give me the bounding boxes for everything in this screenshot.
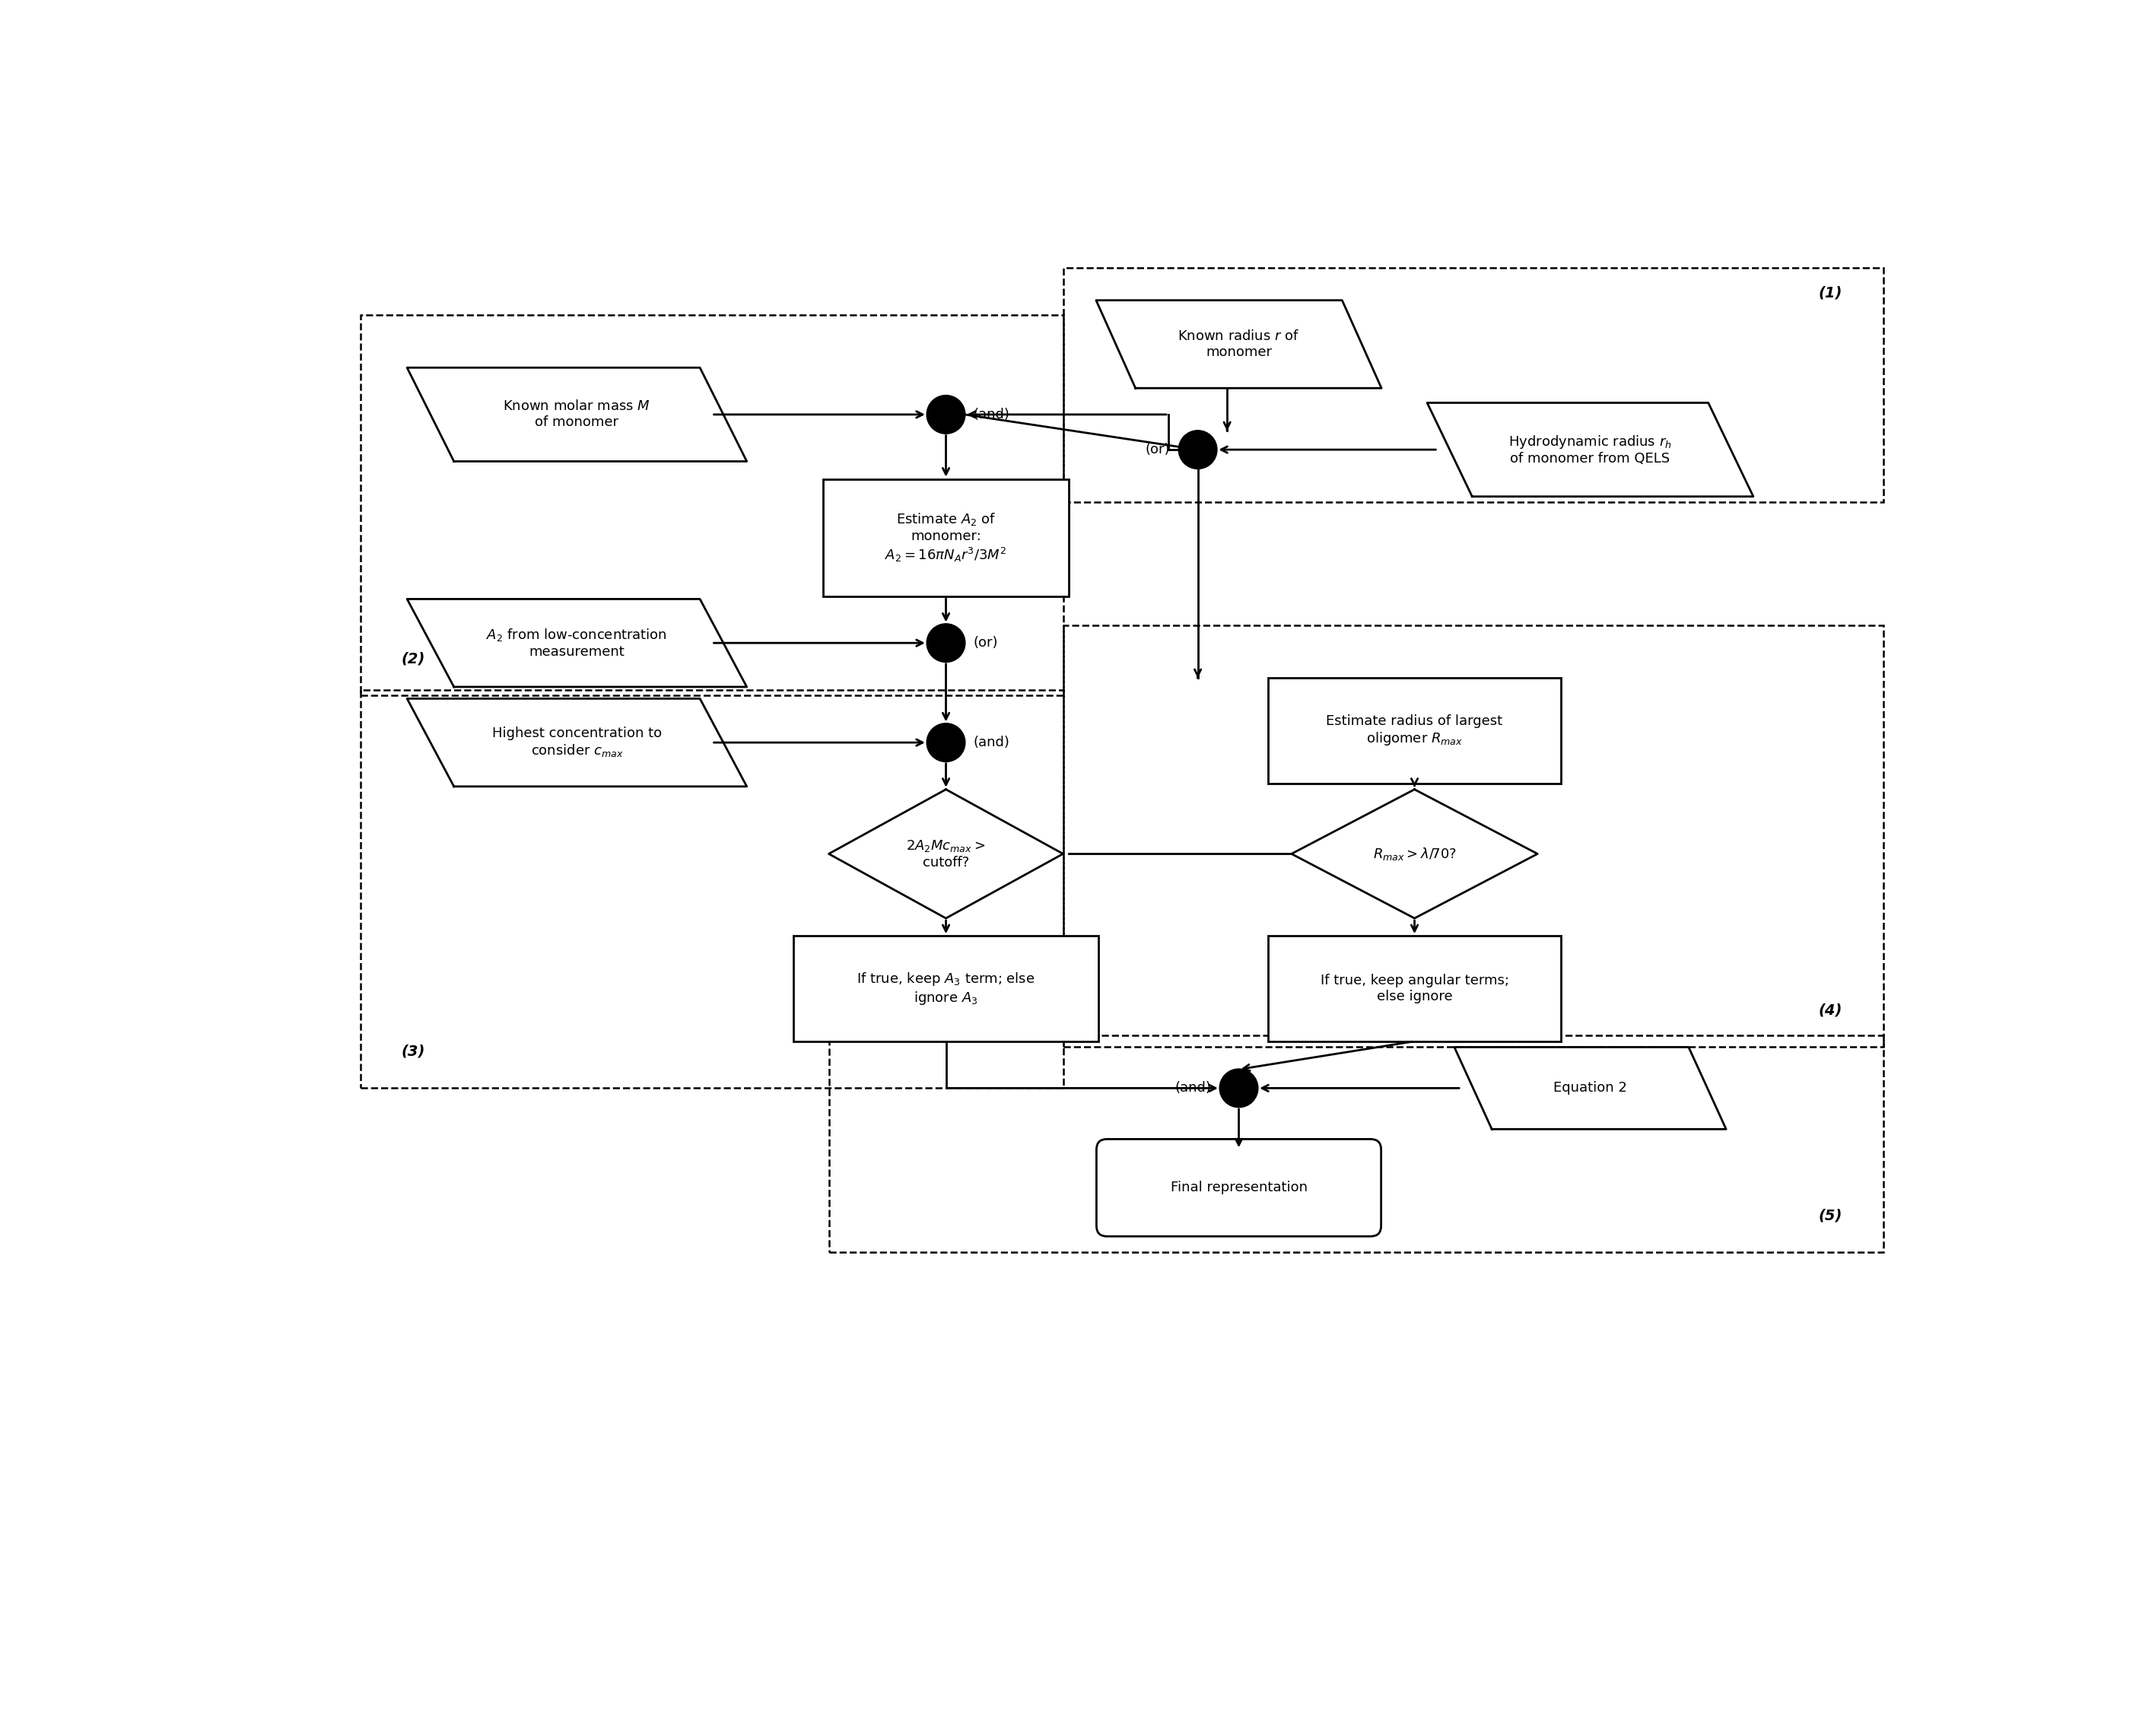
Polygon shape <box>1427 403 1754 496</box>
Bar <box>1269 679 1561 783</box>
Text: If true, keep angular terms;
else ignore: If true, keep angular terms; else ignore <box>1320 974 1508 1003</box>
Circle shape <box>927 396 965 434</box>
Text: $2A_2Mc_{max}>$
cutoff?: $2A_2Mc_{max}>$ cutoff? <box>906 838 985 870</box>
Polygon shape <box>1455 1047 1726 1128</box>
Text: Equation 2: Equation 2 <box>1553 1082 1628 1095</box>
Text: Estimate radius of largest
oligomer $R_{max}$: Estimate radius of largest oligomer $R_{… <box>1326 715 1504 746</box>
Polygon shape <box>408 599 748 687</box>
Bar <box>795 936 1098 1042</box>
Bar <box>1269 936 1561 1042</box>
Text: Known molar mass $M$
of monomer: Known molar mass $M$ of monomer <box>504 399 651 429</box>
Bar <box>822 479 1068 595</box>
Circle shape <box>1179 431 1218 469</box>
Text: (2): (2) <box>402 653 425 667</box>
Circle shape <box>927 724 965 762</box>
Text: Hydrodynamic radius $r_h$
of monomer from QELS: Hydrodynamic radius $r_h$ of monomer fro… <box>1508 434 1672 465</box>
Text: (1): (1) <box>1818 286 1841 300</box>
Text: (4): (4) <box>1818 1003 1841 1017</box>
Text: (3): (3) <box>402 1045 425 1059</box>
Polygon shape <box>1292 790 1538 918</box>
Text: (and): (and) <box>974 408 1010 422</box>
Circle shape <box>1220 1069 1258 1108</box>
Polygon shape <box>829 790 1064 918</box>
FancyBboxPatch shape <box>1096 1139 1382 1236</box>
Text: $R_{max}>\lambda/70$?: $R_{max}>\lambda/70$? <box>1373 845 1457 861</box>
Text: Final representation: Final representation <box>1171 1180 1307 1194</box>
Text: (and): (and) <box>974 736 1010 750</box>
Polygon shape <box>1096 300 1382 389</box>
Polygon shape <box>408 698 748 786</box>
Bar <box>1064 267 1884 502</box>
Bar <box>361 689 1064 1088</box>
Bar <box>1064 625 1884 1047</box>
Text: (or): (or) <box>974 635 998 649</box>
Bar <box>829 1035 1884 1252</box>
Text: Known radius $r$ of
monomer: Known radius $r$ of monomer <box>1177 330 1299 359</box>
Text: (5): (5) <box>1818 1208 1841 1222</box>
Text: Estimate $A_2$ of
monomer:
$A_2=16\pi N_A r^3/3M^2$: Estimate $A_2$ of monomer: $A_2=16\pi N_… <box>884 512 1006 564</box>
Text: (or): (or) <box>1145 443 1171 457</box>
Text: If true, keep $A_3$ term; else
ignore $A_3$: If true, keep $A_3$ term; else ignore $A… <box>857 970 1036 1007</box>
Text: $A_2$ from low-concentration
measurement: $A_2$ from low-concentration measurement <box>487 627 666 660</box>
Polygon shape <box>408 368 748 462</box>
Text: Highest concentration to
consider $c_{max}$: Highest concentration to consider $c_{ma… <box>491 726 662 759</box>
Circle shape <box>927 625 965 661</box>
Bar <box>361 314 1064 696</box>
Text: (and): (and) <box>1175 1082 1211 1095</box>
